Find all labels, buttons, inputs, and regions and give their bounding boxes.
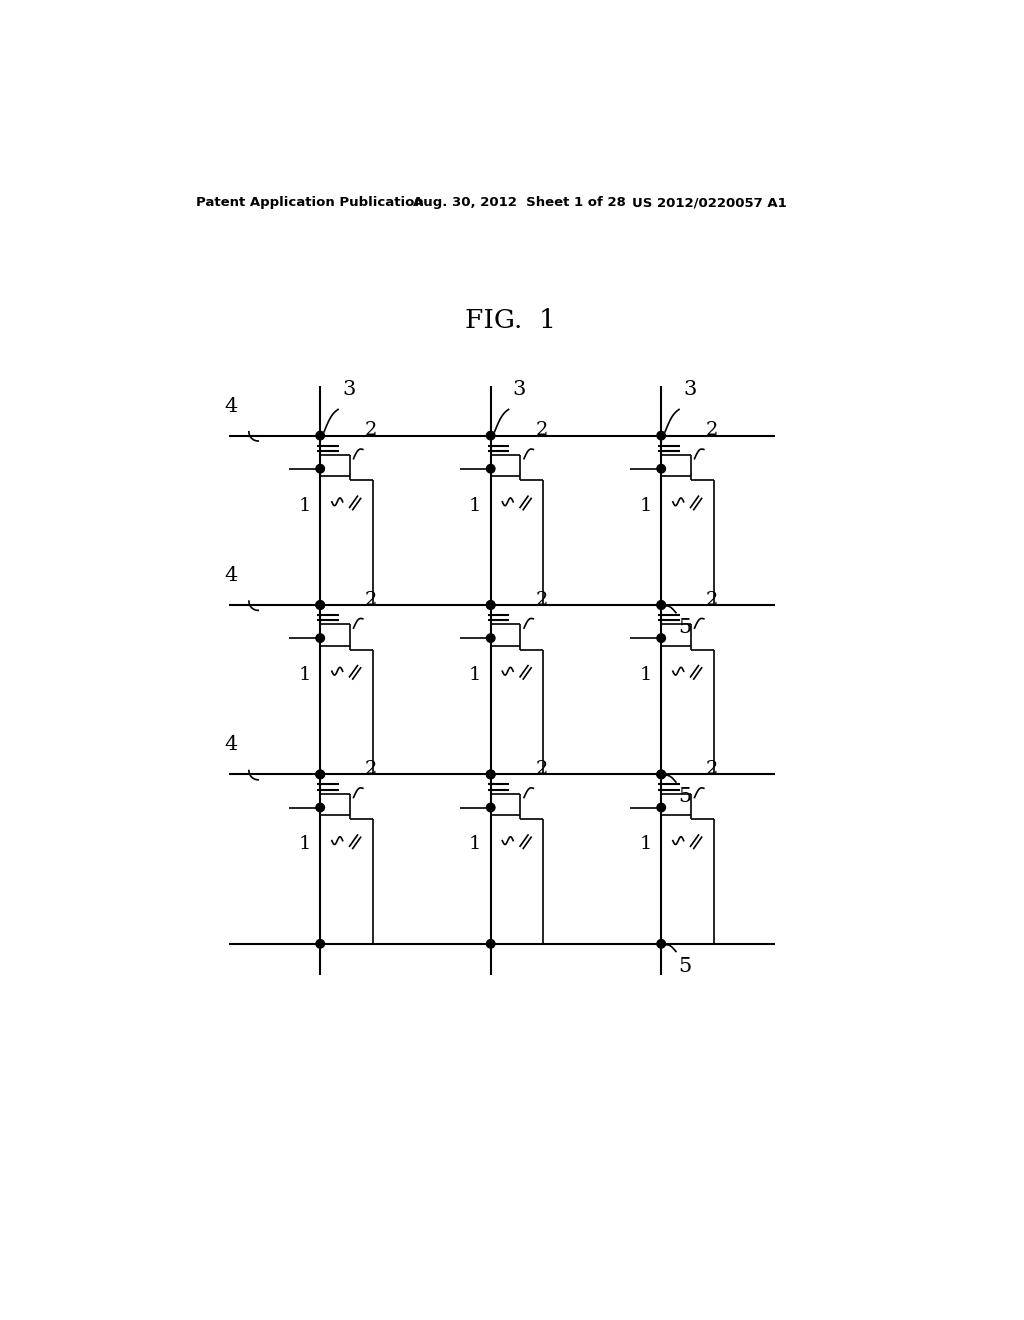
Circle shape [316, 770, 325, 779]
Text: 2: 2 [707, 421, 719, 440]
Text: 3: 3 [342, 380, 355, 400]
Circle shape [486, 432, 495, 440]
Circle shape [486, 601, 495, 610]
Text: 3: 3 [512, 380, 525, 400]
Circle shape [486, 940, 495, 948]
Circle shape [486, 770, 495, 779]
Text: 2: 2 [536, 591, 548, 609]
Circle shape [486, 804, 495, 812]
Text: 1: 1 [469, 836, 481, 854]
Text: 2: 2 [366, 760, 378, 779]
Text: US 2012/0220057 A1: US 2012/0220057 A1 [632, 197, 786, 209]
Circle shape [316, 432, 325, 440]
Text: 1: 1 [640, 667, 652, 684]
Circle shape [316, 601, 325, 610]
Text: 1: 1 [469, 667, 481, 684]
Circle shape [486, 465, 495, 473]
Circle shape [657, 770, 666, 779]
Circle shape [316, 634, 325, 643]
Text: 5: 5 [678, 957, 691, 975]
Text: 1: 1 [299, 496, 311, 515]
Circle shape [657, 770, 666, 779]
Circle shape [486, 634, 495, 643]
Circle shape [316, 465, 325, 473]
Text: 3: 3 [683, 380, 696, 400]
Circle shape [657, 634, 666, 643]
Circle shape [657, 601, 666, 610]
Circle shape [316, 804, 325, 812]
Text: 2: 2 [536, 421, 548, 440]
Circle shape [657, 432, 666, 440]
Text: Patent Application Publication: Patent Application Publication [197, 197, 424, 209]
Text: 1: 1 [640, 836, 652, 854]
Text: 5: 5 [678, 788, 691, 807]
Text: 2: 2 [366, 591, 378, 609]
Text: 2: 2 [707, 760, 719, 779]
Text: 5: 5 [678, 618, 691, 638]
Circle shape [486, 601, 495, 610]
Circle shape [657, 601, 666, 610]
Text: 2: 2 [536, 760, 548, 779]
Text: 4: 4 [225, 735, 238, 755]
Circle shape [657, 465, 666, 473]
Circle shape [316, 770, 325, 779]
Text: 1: 1 [640, 496, 652, 515]
Circle shape [657, 940, 666, 948]
Text: 1: 1 [469, 496, 481, 515]
Text: 1: 1 [299, 836, 311, 854]
Text: Aug. 30, 2012  Sheet 1 of 28: Aug. 30, 2012 Sheet 1 of 28 [414, 197, 626, 209]
Circle shape [316, 940, 325, 948]
Text: 4: 4 [225, 396, 238, 416]
Text: 1: 1 [299, 667, 311, 684]
Text: 2: 2 [366, 421, 378, 440]
Text: 2: 2 [707, 591, 719, 609]
Text: FIG.  1: FIG. 1 [465, 308, 556, 333]
Text: 4: 4 [225, 566, 238, 585]
Circle shape [316, 601, 325, 610]
Circle shape [657, 804, 666, 812]
Circle shape [486, 770, 495, 779]
